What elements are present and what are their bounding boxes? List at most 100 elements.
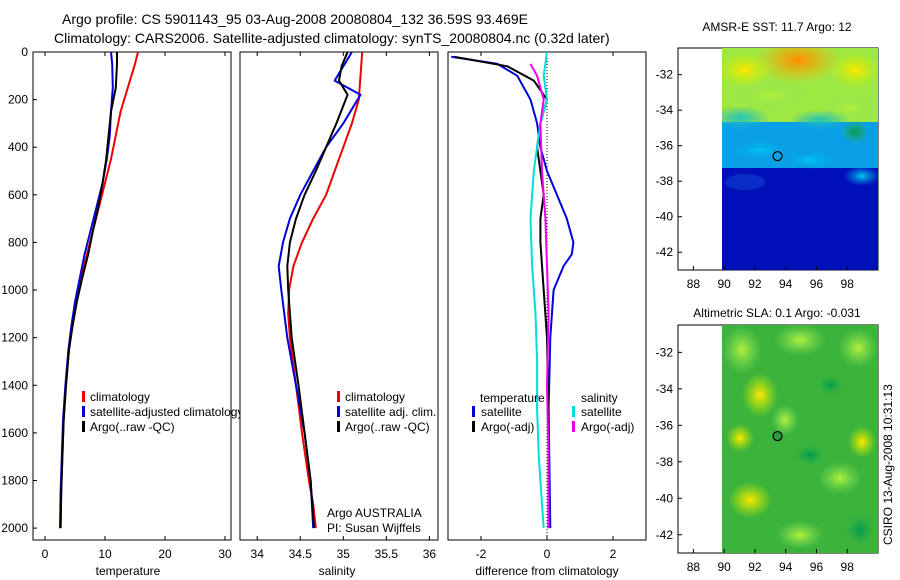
sla-patch <box>728 482 772 518</box>
y-tick-label: 1200 <box>1 331 28 345</box>
map-y-tick-label: -42 <box>656 245 674 259</box>
map-y-tick-label: -34 <box>656 382 674 396</box>
legend-swatch-argo <box>82 421 85 432</box>
x-tick-label: 10 <box>98 547 112 561</box>
argo-float-position-marker <box>772 151 783 162</box>
difference-x-label: difference from climatology <box>475 564 618 578</box>
sst-axis-ticks: 88 90 92 94 96 98 -32 -34 -36 -38 -40 -42 <box>656 68 855 291</box>
sst-patch <box>829 52 878 88</box>
series-line-salinity-satellite <box>529 51 548 529</box>
sla-map-panel: Altimetric SLA: 0.1 Argo: -0.031 88 90 92 9… <box>656 306 879 574</box>
map-y-tick-label: -36 <box>656 139 674 153</box>
map-x-tick-label: 88 <box>687 277 701 291</box>
legend-swatch-argo <box>337 421 340 432</box>
legend-label-temp-satellite: satellite <box>481 405 522 419</box>
legend-label-argo: Argo(..raw -QC) <box>90 420 175 434</box>
sst-patch <box>725 174 765 190</box>
map-y-tick-label: -38 <box>656 174 674 188</box>
argo-float-position-marker <box>772 430 783 442</box>
series-line-satellite-adj-clim- <box>277 51 362 529</box>
sla-patch <box>818 462 862 494</box>
sst-patch <box>841 120 869 144</box>
sst-patch <box>722 106 770 130</box>
sst-patch <box>730 140 790 160</box>
sla-patch <box>774 325 826 356</box>
x-tick-label: 34 <box>251 547 265 561</box>
sst-map-panel: AMSR-E SST: 11.7 Argo: 12 88 90 92 94 96 98 -3… <box>656 20 879 291</box>
x-tick-label: 35 <box>337 547 351 561</box>
difference-series <box>451 51 575 529</box>
series-line-temperature-satellite <box>451 55 575 529</box>
legend-label-temp-argo: Argo(-adj) <box>481 420 534 434</box>
legend-swatch-climatology <box>82 391 85 402</box>
y-tick-label: 1600 <box>1 426 28 440</box>
x-tick-label: 35.5 <box>375 547 399 561</box>
sla-patch <box>722 326 762 374</box>
difference-legend: temperature satellite Argo(-adj) salinit… <box>472 391 634 434</box>
map-x-tick-label: 98 <box>841 560 855 574</box>
x-tick-label: 0 <box>42 547 49 561</box>
salinity-series <box>277 51 364 529</box>
sla-patch <box>844 512 876 548</box>
legend-header-salinity: salinity <box>581 391 618 405</box>
difference-panel: -2 0 2 difference from climatology tempera… <box>447 51 647 578</box>
legend-label-climatology: climatology <box>90 390 150 404</box>
y-tick-label: 2000 <box>1 521 28 535</box>
legend-label-satellite-adj: satellite adj. clim. <box>345 405 436 419</box>
y-tick-label: 1800 <box>1 473 28 487</box>
y-tick-label: 800 <box>8 235 28 249</box>
sla-axis-ticks: 88 90 92 94 96 98 -32 -34 -36 -38 -40 -42 <box>656 345 855 574</box>
sla-patch <box>848 426 876 458</box>
legend-swatch-sal-argo <box>572 421 575 432</box>
map-y-tick-label: -32 <box>656 345 674 359</box>
map-x-tick-label: 88 <box>687 560 701 574</box>
salinity-x-ticks: 34 34.5 35 35.5 36 <box>251 52 437 561</box>
sst-patch <box>844 166 878 186</box>
map-x-tick-label: 96 <box>810 277 824 291</box>
series-line-salinity-argo-adj- <box>529 63 550 529</box>
map-x-tick-label: 94 <box>779 277 793 291</box>
sla-map-title: Altimetric SLA: 0.1 Argo: -0.031 <box>693 306 861 320</box>
pi-annotation: PI: Susan Wijffels <box>327 521 421 535</box>
salinity-axes-frame <box>239 51 439 541</box>
legend-label-climatology: climatology <box>345 390 405 404</box>
temperature-series <box>59 51 139 529</box>
legend-swatch-temp-argo <box>472 421 475 432</box>
map-y-tick-label: -38 <box>656 455 674 469</box>
figure-title-line2: Climatology: CARS2006. Satellite-adjuste… <box>54 30 610 46</box>
legend-swatch-satellite-adj <box>337 406 340 417</box>
map-y-tick-label: -36 <box>656 418 674 432</box>
figure-title-line1: Argo profile: CS 5901143_95 03-Aug-2008 … <box>62 11 528 27</box>
map-x-tick-label: 90 <box>717 560 731 574</box>
side-timestamp-label: CSIRO 13-Aug-2008 10:31:13 <box>881 384 895 545</box>
sla-patch <box>776 521 824 549</box>
map-x-tick-label: 98 <box>841 277 855 291</box>
legend-label-sal-satellite: satellite <box>581 405 622 419</box>
map-x-tick-label: 96 <box>810 560 824 574</box>
temperature-x-label: temperature <box>96 564 161 578</box>
x-tick-label: 34.5 <box>289 547 313 561</box>
legend-swatch-climatology <box>337 391 340 402</box>
sst-patch <box>784 151 836 169</box>
legend-label-sal-argo: Argo(-adj) <box>581 420 634 434</box>
sla-patch <box>771 404 799 436</box>
map-y-tick-label: -42 <box>656 528 674 542</box>
y-tick-label: 600 <box>8 188 28 202</box>
sst-patch <box>790 110 850 130</box>
map-y-tick-label: -32 <box>656 68 674 82</box>
legend-label-argo: Argo(..raw -QC) <box>345 420 430 434</box>
x-tick-label: 0 <box>544 547 551 561</box>
x-tick-label: 20 <box>158 547 172 561</box>
map-x-tick-label: 92 <box>748 277 762 291</box>
salinity-legend: climatology satellite adj. clim. Argo(..… <box>337 390 436 434</box>
temperature-x-ticks: 0 10 20 30 <box>42 52 232 561</box>
temperature-panel: 0 200 400 600 800 1000 1200 1400 1600 1800 2000 0 1… <box>1 45 243 578</box>
map-y-tick-label: -40 <box>656 491 674 505</box>
series-line-climatology <box>287 51 364 529</box>
legend-swatch-sal-satellite <box>572 406 575 417</box>
x-tick-label: 36 <box>423 547 437 561</box>
sst-field <box>722 48 878 270</box>
map-y-tick-label: -34 <box>656 103 674 117</box>
salinity-panel: 34 34.5 35 35.5 36 salinity climatology sate… <box>239 51 439 578</box>
